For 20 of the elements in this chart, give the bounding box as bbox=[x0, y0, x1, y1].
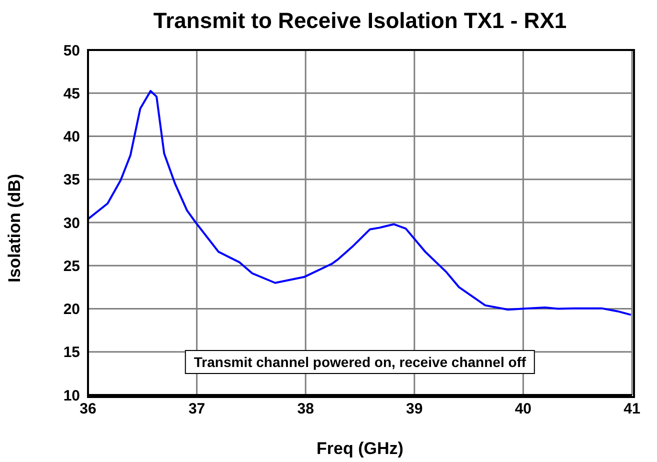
x-tick-label: 37 bbox=[188, 400, 206, 418]
x-tick-label: 41 bbox=[624, 400, 640, 418]
x-tick-label: 39 bbox=[406, 400, 423, 418]
y-tick-label: 20 bbox=[63, 301, 80, 318]
x-tick-label: 36 bbox=[80, 400, 96, 418]
line-series bbox=[88, 90, 632, 316]
y-tick-label: 25 bbox=[63, 258, 80, 275]
y-tick-label: 45 bbox=[63, 85, 80, 102]
annotation: Transmit channel powered on, receive channel off bbox=[184, 350, 536, 374]
y-tick-label: 35 bbox=[63, 172, 80, 189]
y-tick-label: 40 bbox=[63, 128, 80, 146]
x-axis-title: Freq (GHz) bbox=[316, 439, 404, 458]
y-tick-label: 15 bbox=[63, 344, 80, 362]
chart-title: Transmit to Receive Isolation TX1 - RX1 bbox=[152, 8, 568, 34]
y-tick-label: 50 bbox=[63, 42, 80, 60]
y-tick-label: 30 bbox=[63, 214, 80, 232]
y-tick-label: 10 bbox=[63, 387, 80, 404]
x-tick-label: 38 bbox=[297, 400, 314, 418]
y-axis-title: Isolation (dB) bbox=[5, 174, 24, 282]
x-tick-label: 40 bbox=[514, 400, 532, 418]
